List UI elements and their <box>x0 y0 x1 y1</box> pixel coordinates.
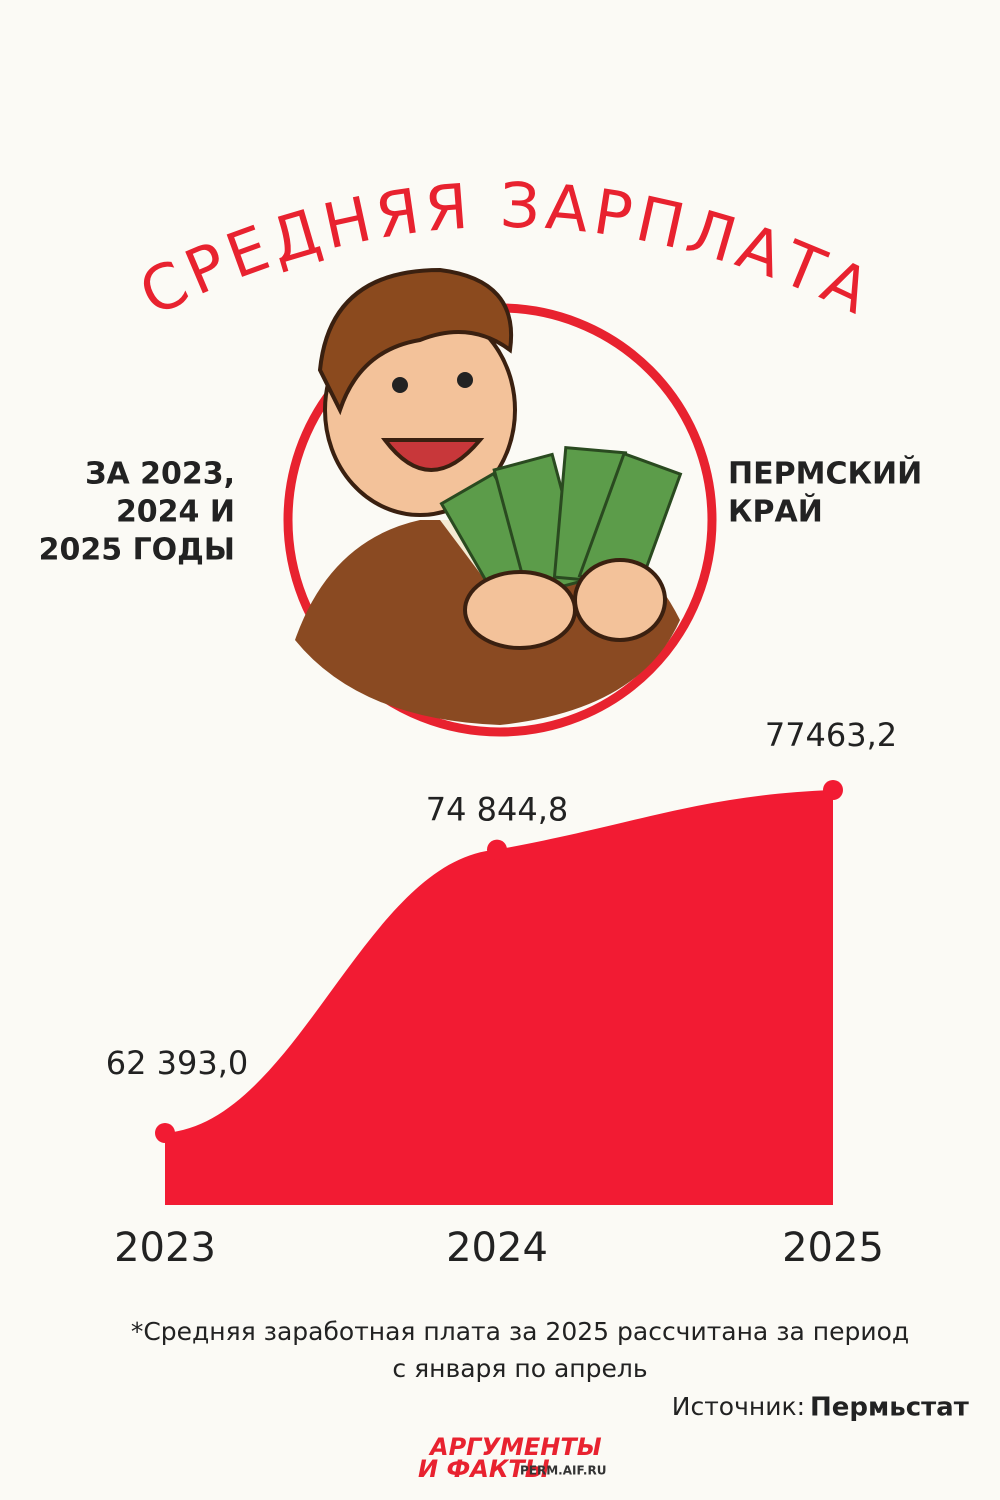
x-tick-label: 2025 <box>782 1225 884 1271</box>
footnote-line: *Средняя заработная плата за 2025 рассчи… <box>131 1317 909 1346</box>
illustration <box>283 267 717 737</box>
footer: *Средняя заработная плата за 2025 рассчи… <box>131 1317 969 1483</box>
source: Пермьстат <box>810 1393 969 1423</box>
x-tick-label: 2024 <box>446 1225 548 1271</box>
period-line: 2025 ГОДЫ <box>39 533 235 568</box>
region-line: ПЕРМСКИЙ <box>728 456 922 492</box>
value-label: 62 393,0 <box>106 1044 249 1082</box>
point <box>487 839 507 860</box>
period-line: 2024 И <box>116 495 235 530</box>
value-label: 77463,2 <box>765 716 897 754</box>
period-line: ЗА 2023, <box>85 457 235 492</box>
value-label: 74 844,8 <box>426 791 569 829</box>
logo-line: АРГУМЕНТЫ <box>428 1433 602 1461</box>
footnote-line: с января по апрель <box>392 1354 647 1383</box>
point <box>155 1123 175 1143</box>
logo-line: И ФАКТЫ <box>418 1455 550 1483</box>
x-tick-label: 2023 <box>114 1225 216 1271</box>
region-line: КРАЙ <box>728 494 823 530</box>
logo-site: PERM.AIF.RU <box>520 1464 606 1478</box>
chart: 62 393,0 2023 74 844,8 2024 77463,2 2025 <box>106 716 897 1271</box>
source-label: Источник: <box>672 1392 805 1421</box>
point <box>823 780 843 800</box>
area <box>165 790 833 1205</box>
